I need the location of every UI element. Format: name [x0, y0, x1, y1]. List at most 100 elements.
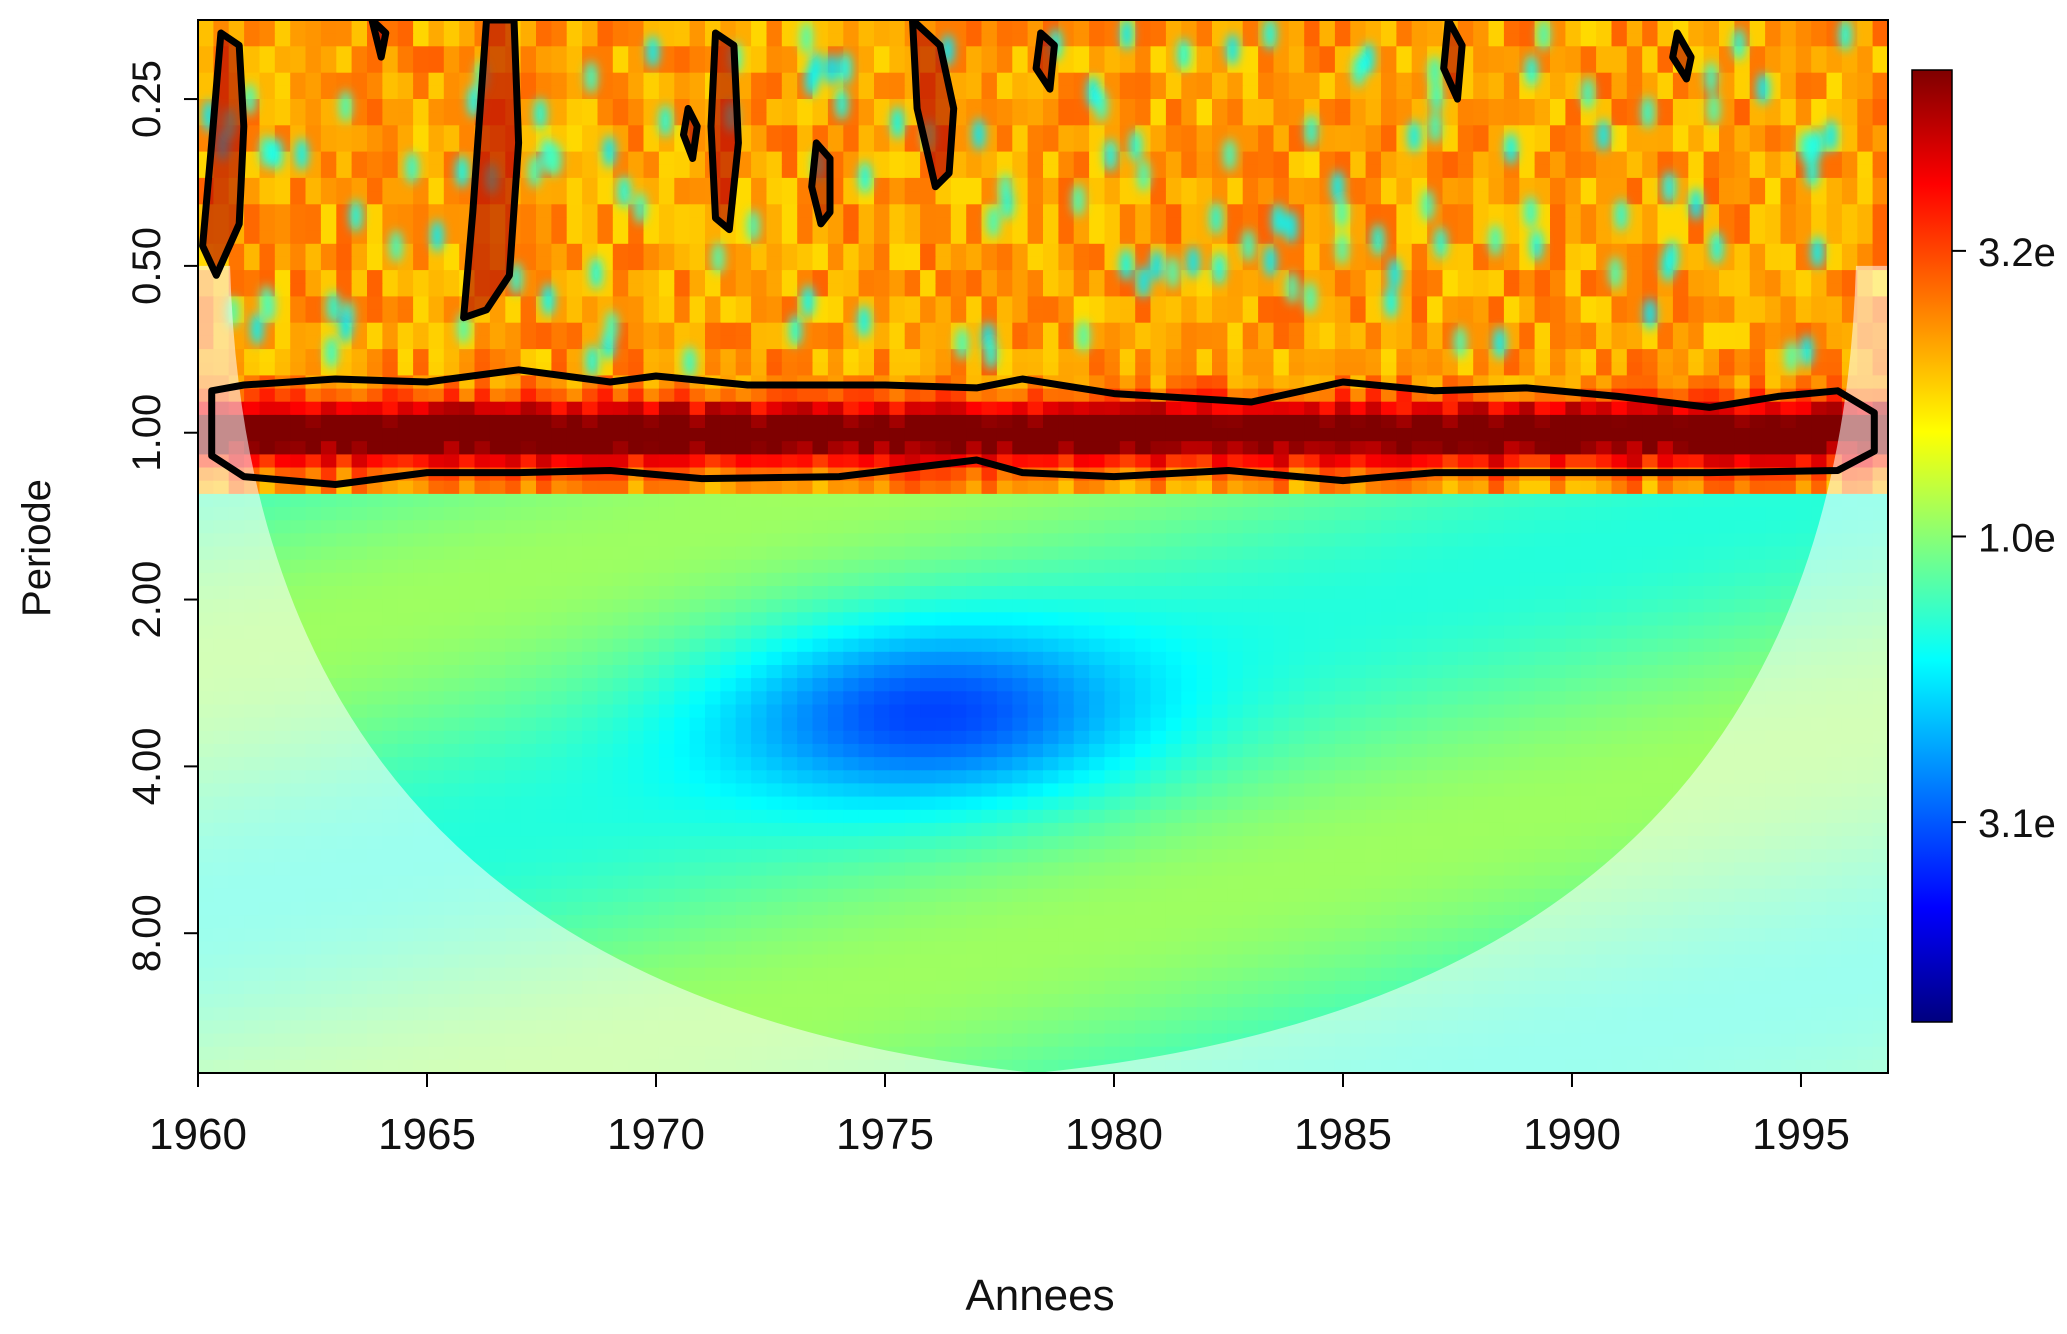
heatmap-cell: [1642, 191, 1659, 205]
heatmap-cell: [1165, 335, 1182, 350]
heatmap-cell: [536, 480, 552, 495]
heatmap-cell: [658, 138, 675, 153]
heatmap-cell: [536, 46, 552, 61]
heatmap-cell: [1749, 401, 1766, 416]
heatmap-cell: [874, 164, 890, 179]
heatmap-cell: [1258, 138, 1275, 153]
heatmap-cell: [1089, 256, 1106, 271]
heatmap-cell: [689, 85, 706, 100]
heatmap-cell: [1519, 388, 1536, 403]
heatmap-cell: [1657, 125, 1674, 140]
heatmap-cell: [1765, 362, 1782, 376]
heatmap-cell: [1319, 177, 1336, 192]
heatmap-cell: [1534, 164, 1551, 179]
heatmap-cell: [751, 256, 768, 271]
heatmap-cell: [382, 217, 399, 232]
heatmap-cell: [1503, 520, 1520, 534]
heatmap-cell: [1212, 309, 1228, 324]
heatmap-cell: [1319, 270, 1336, 284]
heatmap-cell: [397, 283, 414, 297]
heatmap-cell: [367, 309, 383, 324]
heatmap-cell: [705, 335, 721, 350]
heatmap-cell: [1319, 204, 1336, 219]
heatmap-cell: [1626, 125, 1643, 140]
heatmap-cell: [1365, 388, 1382, 403]
heatmap-cell: [1457, 362, 1474, 376]
heatmap-cell: [981, 283, 998, 297]
heatmap-cell: [1135, 586, 1152, 600]
heatmap-cell: [674, 612, 691, 627]
heatmap-cell: [1043, 164, 1059, 179]
heatmap-cell: [1212, 493, 1228, 508]
heatmap-cell: [1657, 454, 1674, 469]
heatmap-cell: [1841, 112, 1858, 126]
heatmap-cell: [1611, 46, 1628, 61]
heatmap-cell: [1672, 99, 1689, 113]
heatmap-cell: [1027, 309, 1044, 324]
heatmap-cell: [950, 480, 967, 495]
heatmap-cell: [1119, 296, 1136, 311]
heatmap-cell: [1319, 309, 1336, 324]
heatmap-cell: [904, 401, 921, 416]
heatmap-cell: [1719, 414, 1735, 429]
heatmap-cell: [858, 85, 875, 100]
heatmap-cell: [198, 59, 214, 74]
heatmap-cell: [1442, 441, 1459, 455]
heatmap-cell: [1826, 283, 1843, 297]
heatmap-cell: [459, 401, 476, 416]
heatmap-cell: [1596, 296, 1613, 311]
heatmap-cell: [428, 164, 445, 179]
heatmap-cell: [1012, 401, 1029, 416]
heatmap-cell: [1442, 493, 1459, 508]
heatmap-cell: [996, 401, 1013, 416]
heatmap-cell: [1288, 599, 1305, 613]
heatmap-cell: [489, 586, 506, 600]
heatmap-cell: [643, 177, 660, 192]
heatmap-cell: [766, 599, 783, 613]
heatmap-cell: [904, 507, 921, 521]
heatmap-cell: [1503, 546, 1520, 561]
heatmap-cell: [1550, 270, 1566, 284]
heatmap-cell: [351, 59, 368, 74]
heatmap-cell: [459, 520, 476, 534]
heatmap-cell: [1734, 112, 1751, 126]
heatmap-cell: [658, 46, 675, 61]
heatmap-cell: [1519, 599, 1536, 613]
heatmap-cell: [1165, 586, 1182, 600]
heatmap-cell: [244, 349, 261, 363]
heatmap-cell: [1795, 401, 1812, 416]
heatmap-cell: [474, 375, 491, 390]
heatmap-cell: [1150, 493, 1167, 508]
heatmap-cell: [1150, 177, 1167, 192]
heatmap-cell: [766, 533, 783, 548]
heatmap-cell: [413, 270, 430, 284]
heatmap-cell: [1365, 586, 1382, 600]
heatmap-cell: [443, 230, 460, 245]
heatmap-cell: [1565, 414, 1582, 429]
heatmap-cell: [551, 507, 568, 521]
heatmap-cell: [858, 256, 875, 271]
heatmap-cell: [597, 217, 614, 232]
heatmap-cell: [351, 507, 368, 521]
heatmap-cell: [1657, 322, 1674, 337]
heatmap-cell: [1611, 309, 1628, 324]
heatmap-cell: [1841, 256, 1858, 271]
heatmap-cell: [689, 204, 706, 219]
heatmap-cell: [1196, 546, 1213, 561]
heatmap-cell: [1242, 309, 1259, 324]
heatmap-cell: [489, 612, 506, 627]
heatmap-cell: [1273, 599, 1290, 613]
heatmap-cell: [1872, 72, 1888, 87]
heatmap-cell: [1181, 20, 1198, 34]
heatmap-cell: [628, 559, 645, 574]
heatmap-cell: [874, 349, 890, 363]
heatmap-cell: [628, 296, 645, 311]
heatmap-cell: [766, 441, 783, 455]
heatmap-cell: [1719, 559, 1735, 574]
heatmap-cell: [658, 493, 675, 508]
heatmap-cell: [351, 441, 368, 455]
heatmap-cell: [320, 33, 337, 47]
heatmap-cell: [1181, 362, 1198, 376]
heatmap-cell: [1304, 309, 1321, 324]
heatmap-cell: [1165, 375, 1182, 390]
